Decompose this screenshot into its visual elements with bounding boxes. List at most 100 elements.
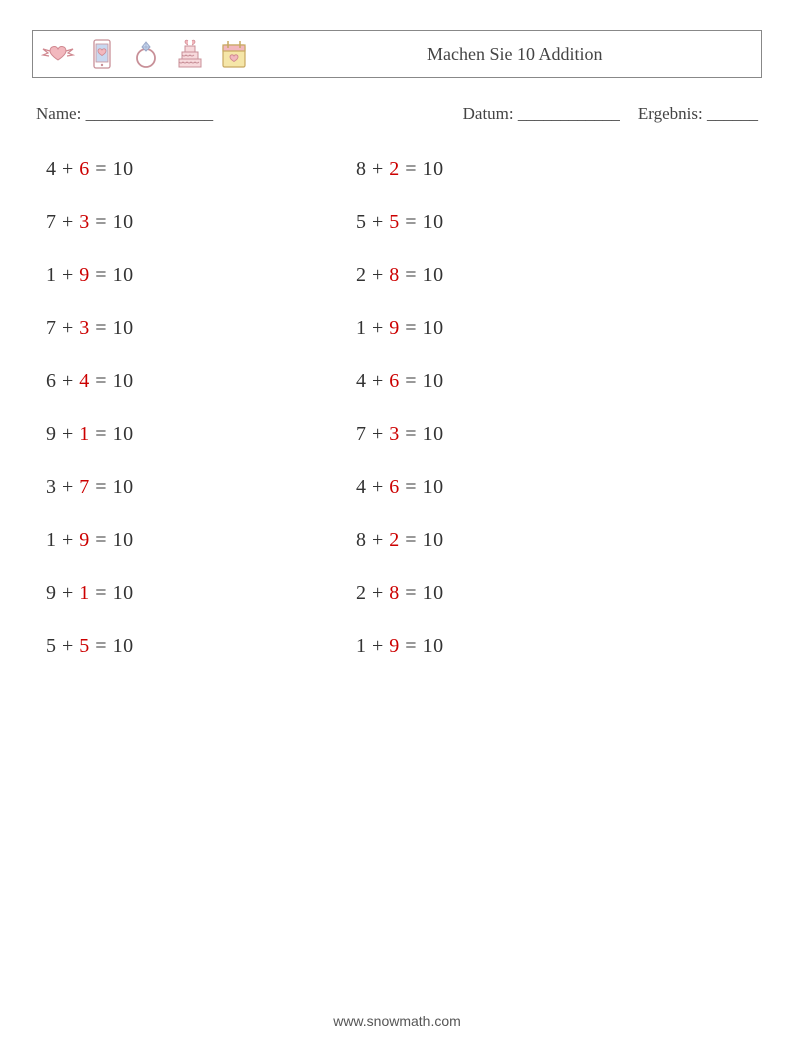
problem-cell: 4 + 6 = 10 bbox=[356, 370, 444, 393]
operand-a: 4 bbox=[46, 158, 57, 180]
problem-cell: 7 + 3 = 10 bbox=[356, 423, 444, 446]
problem-cell: 2 + 8 = 10 bbox=[356, 264, 444, 287]
result: 10 bbox=[423, 158, 444, 180]
result: 10 bbox=[113, 370, 134, 392]
winged-heart-icon bbox=[41, 37, 75, 71]
problem-cell: 2 + 8 = 10 bbox=[356, 582, 444, 605]
name-field-label: Name: _______________ bbox=[36, 104, 213, 124]
problem-cell: 9 + 1 = 10 bbox=[46, 423, 356, 446]
operand-a: 9 bbox=[46, 423, 57, 445]
problems-grid: 4 + 6 = 108 + 2 = 107 + 3 = 105 + 5 = 10… bbox=[32, 158, 762, 658]
problem-cell: 9 + 1 = 10 bbox=[46, 582, 356, 605]
equals-sign: = bbox=[400, 476, 423, 498]
operand-b-answer: 4 bbox=[79, 370, 90, 392]
operand-b-answer: 6 bbox=[389, 370, 400, 392]
problem-row: 1 + 9 = 108 + 2 = 10 bbox=[46, 529, 762, 552]
equals-sign: = bbox=[400, 211, 423, 233]
operand-b-answer: 8 bbox=[389, 582, 400, 604]
operand-a: 4 bbox=[356, 370, 367, 392]
diamond-ring-icon bbox=[129, 37, 163, 71]
operand-b-answer: 3 bbox=[389, 423, 400, 445]
header-icons bbox=[41, 37, 251, 71]
problem-cell: 8 + 2 = 10 bbox=[356, 529, 444, 552]
result: 10 bbox=[113, 317, 134, 339]
equals-sign: = bbox=[400, 264, 423, 286]
operand-a: 6 bbox=[46, 370, 57, 392]
problem-cell: 1 + 9 = 10 bbox=[46, 264, 356, 287]
problem-cell: 5 + 5 = 10 bbox=[46, 635, 356, 658]
result: 10 bbox=[113, 529, 134, 551]
operand-b-answer: 8 bbox=[389, 264, 400, 286]
plus-sign: + bbox=[367, 529, 390, 551]
problem-row: 7 + 3 = 101 + 9 = 10 bbox=[46, 317, 762, 340]
equals-sign: = bbox=[400, 582, 423, 604]
result: 10 bbox=[423, 582, 444, 604]
problem-row: 1 + 9 = 102 + 8 = 10 bbox=[46, 264, 762, 287]
meta-row: Name: _______________ Datum: ___________… bbox=[32, 104, 762, 124]
equals-sign: = bbox=[90, 582, 113, 604]
date-field-label: Datum: ____________ bbox=[463, 104, 620, 124]
equals-sign: = bbox=[90, 423, 113, 445]
problem-cell: 1 + 9 = 10 bbox=[46, 529, 356, 552]
result: 10 bbox=[113, 158, 134, 180]
equals-sign: = bbox=[90, 529, 113, 551]
worksheet-title: Machen Sie 10 Addition bbox=[427, 44, 602, 65]
problem-row: 4 + 6 = 108 + 2 = 10 bbox=[46, 158, 762, 181]
plus-sign: + bbox=[367, 582, 390, 604]
equals-sign: = bbox=[90, 158, 113, 180]
result: 10 bbox=[423, 476, 444, 498]
problem-cell: 3 + 7 = 10 bbox=[46, 476, 356, 499]
equals-sign: = bbox=[90, 476, 113, 498]
operand-b-answer: 5 bbox=[79, 635, 90, 657]
plus-sign: + bbox=[57, 423, 80, 445]
equals-sign: = bbox=[90, 264, 113, 286]
plus-sign: + bbox=[367, 476, 390, 498]
result: 10 bbox=[113, 635, 134, 657]
equals-sign: = bbox=[400, 158, 423, 180]
operand-a: 7 bbox=[356, 423, 367, 445]
plus-sign: + bbox=[367, 423, 390, 445]
operand-a: 1 bbox=[356, 317, 367, 339]
operand-b-answer: 1 bbox=[79, 423, 90, 445]
problem-cell: 8 + 2 = 10 bbox=[356, 158, 444, 181]
plus-sign: + bbox=[367, 370, 390, 392]
plus-sign: + bbox=[57, 264, 80, 286]
calendar-heart-icon bbox=[217, 37, 251, 71]
operand-b-answer: 6 bbox=[389, 476, 400, 498]
result-field-label: Ergebnis: ______ bbox=[638, 104, 758, 124]
equals-sign: = bbox=[400, 317, 423, 339]
equals-sign: = bbox=[90, 370, 113, 392]
operand-a: 1 bbox=[356, 635, 367, 657]
problem-row: 6 + 4 = 104 + 6 = 10 bbox=[46, 370, 762, 393]
plus-sign: + bbox=[57, 529, 80, 551]
operand-a: 7 bbox=[46, 211, 57, 233]
problem-cell: 6 + 4 = 10 bbox=[46, 370, 356, 393]
plus-sign: + bbox=[57, 211, 80, 233]
problem-cell: 1 + 9 = 10 bbox=[356, 635, 444, 658]
plus-sign: + bbox=[367, 158, 390, 180]
problem-cell: 7 + 3 = 10 bbox=[46, 211, 356, 234]
worksheet-header: Machen Sie 10 Addition bbox=[32, 30, 762, 78]
operand-b-answer: 9 bbox=[389, 317, 400, 339]
operand-b-answer: 5 bbox=[389, 211, 400, 233]
operand-a: 5 bbox=[356, 211, 367, 233]
result: 10 bbox=[113, 582, 134, 604]
plus-sign: + bbox=[367, 211, 390, 233]
problem-row: 7 + 3 = 105 + 5 = 10 bbox=[46, 211, 762, 234]
equals-sign: = bbox=[400, 635, 423, 657]
operand-a: 5 bbox=[46, 635, 57, 657]
problem-row: 5 + 5 = 101 + 9 = 10 bbox=[46, 635, 762, 658]
equals-sign: = bbox=[400, 423, 423, 445]
equals-sign: = bbox=[90, 317, 113, 339]
plus-sign: + bbox=[57, 635, 80, 657]
equals-sign: = bbox=[90, 211, 113, 233]
result: 10 bbox=[113, 423, 134, 445]
equals-sign: = bbox=[400, 529, 423, 551]
footer-url: www.snowmath.com bbox=[0, 1013, 794, 1029]
plus-sign: + bbox=[367, 635, 390, 657]
problem-row: 9 + 1 = 107 + 3 = 10 bbox=[46, 423, 762, 446]
operand-a: 1 bbox=[46, 264, 57, 286]
plus-sign: + bbox=[57, 317, 80, 339]
plus-sign: + bbox=[57, 476, 80, 498]
problem-cell: 1 + 9 = 10 bbox=[356, 317, 444, 340]
